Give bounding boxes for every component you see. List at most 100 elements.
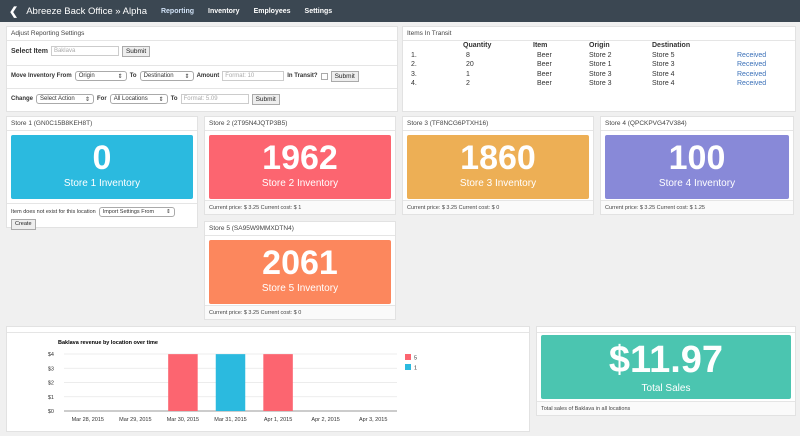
cell: Store 1 <box>589 61 612 69</box>
cell: Beer <box>537 61 552 69</box>
received-link[interactable]: Received <box>737 61 767 69</box>
nav-settings[interactable]: Settings <box>304 7 333 15</box>
cell: Store 2 <box>589 51 612 59</box>
store-title: Store 3 (TF8NCG6PTXH16) <box>403 117 593 131</box>
cell: Store 5 <box>652 51 675 59</box>
origin-value: Origin <box>78 73 95 79</box>
col-destination: Destination <box>652 42 691 50</box>
x-tick-label: Mar 28, 2015 <box>72 417 104 423</box>
chevron-left-icon[interactable]: ❮ <box>9 5 19 18</box>
select-item-label: Select Item <box>11 47 48 55</box>
to-label: To <box>129 73 137 79</box>
received-link[interactable]: Received <box>737 51 767 59</box>
cell: 20 <box>466 61 474 69</box>
legend-swatch <box>405 354 411 360</box>
price-info: Current price: $ 3.25 Current cost: $ 0 <box>205 305 395 319</box>
store-title: Store 4 (QPCKPVG47V384) <box>601 117 793 131</box>
select-arrows-icon: ⇕ <box>84 97 91 103</box>
price-info: Current price: $ 3.25 Current cost: $ 1.… <box>601 200 793 214</box>
top-navbar: ❮ Abreeze Back Office » Alpha Reporting … <box>0 0 800 22</box>
change-label: Change <box>11 96 34 102</box>
inventory-count: 100 <box>668 139 726 177</box>
move-submit[interactable]: Submit <box>330 70 359 82</box>
amount-input[interactable]: Format: 10 <box>222 71 285 81</box>
store-title: Store 1 (GN0C15B8KEH8T) <box>7 117 197 131</box>
app-title[interactable]: Abreeze Back Office » Alpha <box>26 5 147 17</box>
nav-inventory[interactable]: Inventory <box>208 7 240 15</box>
cell: Store 4 <box>652 70 675 78</box>
total-sales-value: $11.97 <box>608 339 724 381</box>
bar-series-1 <box>215 354 246 411</box>
chart-title: Baklava revenue by location over time <box>58 340 158 346</box>
table-header: Quantity Item Origin Destination <box>411 41 766 51</box>
store-1-panel: Store 1 (GN0C15B8KEH8T) 0 Store 1 Invent… <box>6 116 198 230</box>
cell: 1. <box>411 51 417 59</box>
store-5-panel: Store 5 (SA95W9MMXDTN4) 2061 Store 5 Inve… <box>204 221 396 320</box>
select-arrows-icon: ⇕ <box>184 74 190 80</box>
nav-reporting[interactable]: Reporting <box>160 7 195 15</box>
store-title: Store 5 (SA95W9MMXDTN4) <box>205 222 395 236</box>
action-select[interactable]: Select Action ⇕ <box>36 94 95 104</box>
nav-employees[interactable]: Employees <box>253 7 291 15</box>
col-origin: Origin <box>589 42 610 50</box>
table-row: 3. 1 Beer Store 3 Store 4 Received <box>411 70 766 80</box>
cell: Store 3 <box>589 70 612 78</box>
select-arrows-icon: ⇕ <box>166 209 171 215</box>
to-label-2: To <box>170 96 178 102</box>
cell: 3. <box>411 70 417 78</box>
bar-series-5 <box>168 354 198 411</box>
select-arrows-icon: ⇕ <box>158 97 164 103</box>
table-row: 4. 2 Beer Store 3 Store 4 Received <box>411 79 766 89</box>
move-label: Move Inventory From <box>11 73 72 79</box>
inventory-label: Store 4 Inventory <box>658 178 736 189</box>
inventory-label: Store 1 Inventory <box>63 178 141 189</box>
destination-select[interactable]: Destination ⇕ <box>139 71 194 81</box>
store-4-inventory-tile: 100 Store 4 Inventory <box>605 135 789 199</box>
cell: Store 3 <box>589 80 612 88</box>
col-item: Item <box>533 42 548 50</box>
transit-table: Quantity Item Origin Destination 1. 8 Beer… <box>411 41 766 89</box>
amount-label: Amount <box>196 73 220 79</box>
cell: Beer <box>537 80 552 88</box>
cell: Beer <box>537 51 552 59</box>
revenue-chart-panel: Baklava revenue by location over time $0… <box>6 326 530 432</box>
store-3-inventory-tile: 1860 Store 3 Inventory <box>407 135 589 199</box>
legend-swatch <box>405 364 411 370</box>
x-tick-label: Apr 3, 2015 <box>359 417 387 423</box>
change-submit[interactable]: Submit <box>251 93 280 105</box>
select-item-submit[interactable]: Submit <box>121 45 151 57</box>
x-tick-label: Mar 30, 2015 <box>167 417 199 423</box>
inventory-count: 1962 <box>262 139 338 177</box>
store-3-panel: Store 3 (TF8NCG6PTXH16) 1860 Store 3 Inve… <box>402 116 594 215</box>
x-tick-label: Mar 29, 2015 <box>119 417 151 423</box>
create-button[interactable]: Create <box>11 219 36 230</box>
legend-label: 1 <box>414 366 417 372</box>
for-label: For <box>97 96 107 102</box>
destination-value: Destination <box>143 73 174 79</box>
in-transit-checkbox[interactable] <box>320 72 328 80</box>
received-link[interactable]: Received <box>737 70 767 78</box>
revenue-chart: Baklava revenue by location over time $0… <box>48 340 417 423</box>
store-title: Store 2 (2T95N4JQTP3B5) <box>205 117 395 131</box>
y-tick-label: $3 <box>48 366 54 372</box>
cell: Beer <box>537 70 552 78</box>
total-sales-tile: $11.97 Total Sales <box>541 335 791 399</box>
store-1-inventory-tile: 0 Store 1 Inventory <box>11 135 193 199</box>
cell: Store 4 <box>652 80 675 88</box>
store-2-inventory-tile: 1962 Store 2 Inventory <box>209 135 391 199</box>
select-item-input[interactable]: Baklava <box>50 46 119 56</box>
col-index <box>411 41 463 51</box>
location-select[interactable]: All Locations ⇕ <box>109 94 168 104</box>
cell: 4. <box>411 80 417 88</box>
cell: 1 <box>466 70 470 78</box>
y-tick-label: $1 <box>48 395 54 401</box>
items-in-transit-panel: Items In Transit Quantity Item Origin De… <box>402 26 796 112</box>
price-input[interactable]: Format: 5.09 <box>180 94 249 104</box>
origin-select[interactable]: Origin ⇕ <box>74 71 127 81</box>
cell: 2. <box>411 61 417 69</box>
bar-series-5 <box>263 354 293 411</box>
import-settings-select[interactable]: Import Settings From ⇕ <box>98 207 175 217</box>
received-link[interactable]: Received <box>737 80 767 88</box>
total-sales-label: Total Sales <box>641 383 691 394</box>
in-transit-label: In Transit? <box>287 73 318 79</box>
